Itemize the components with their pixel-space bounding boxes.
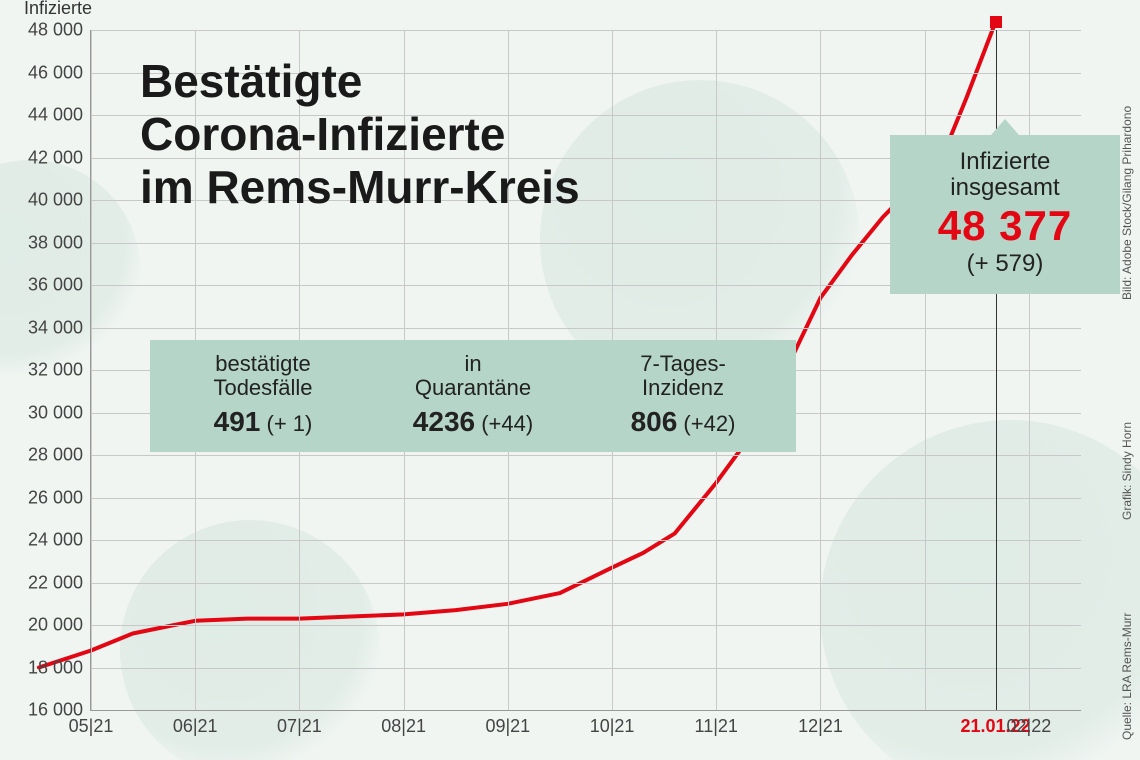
- stat-value-row: 4236 (+44): [378, 406, 568, 438]
- x-tick-label: 06|21: [173, 710, 218, 737]
- y-tick-label: 20 000: [28, 615, 91, 636]
- hgrid-line: [91, 30, 1081, 31]
- credit-source: Quelle: LRA Rems-Murr: [1119, 540, 1136, 740]
- x-tick-label: 11|21: [695, 710, 738, 737]
- stat-label: in Quarantäne: [378, 352, 568, 400]
- stat-value-row: 806 (+42): [588, 406, 778, 438]
- x-tick-label: 02|22: [1007, 710, 1052, 737]
- hgrid-line: [91, 328, 1081, 329]
- stat-delta: (+ 1): [260, 411, 312, 436]
- y-tick-label: 28 000: [28, 445, 91, 466]
- stat-label: bestätigte Todesfälle: [168, 352, 358, 400]
- y-tick-label: 22 000: [28, 572, 91, 593]
- hgrid-line: [91, 625, 1081, 626]
- hgrid-line: [91, 455, 1081, 456]
- y-tick-label: 38 000: [28, 232, 91, 253]
- x-tick-label: 07|21: [277, 710, 322, 737]
- y-tick-label: 24 000: [28, 530, 91, 551]
- hgrid-line: [91, 668, 1081, 669]
- stat-box-0: bestätigte Todesfälle 491 (+ 1): [150, 340, 376, 452]
- y-tick-label: 32 000: [28, 360, 91, 381]
- stat-value: 491: [214, 406, 261, 437]
- stat-box-1: in Quarantäne 4236 (+44): [360, 340, 586, 452]
- stat-delta: (+44): [475, 411, 533, 436]
- stat-box-2: 7-Tages- Inzidenz 806 (+42): [570, 340, 796, 452]
- vgrid-line: [925, 30, 926, 710]
- y-tick-label: 18 000: [28, 657, 91, 678]
- credit-grafik: Grafik: Sindy Horn: [1119, 320, 1136, 520]
- y-tick-label: 26 000: [28, 487, 91, 508]
- credit-bild: Bild: Adobe Stock/Gilang Prihardono: [1119, 30, 1136, 300]
- stat-value: 806: [631, 406, 678, 437]
- x-tick-label: 12|21: [798, 710, 843, 737]
- infographic-root: Infizierte 16 00018 00020 00022 00024 00…: [0, 0, 1140, 760]
- hgrid-line: [91, 583, 1081, 584]
- vgrid-line: [91, 30, 92, 710]
- y-axis-title: Infizierte: [24, 0, 92, 19]
- x-tick-label: 09|21: [485, 710, 530, 737]
- y-tick-label: 40 000: [28, 190, 91, 211]
- y-tick-label: 42 000: [28, 147, 91, 168]
- hgrid-line: [91, 540, 1081, 541]
- x-tick-label: 08|21: [381, 710, 426, 737]
- x-tick-label: 05|21: [69, 710, 114, 737]
- y-tick-label: 48 000: [28, 20, 91, 41]
- end-marker: [990, 16, 1002, 28]
- y-tick-label: 46 000: [28, 62, 91, 83]
- y-tick-label: 34 000: [28, 317, 91, 338]
- y-tick-label: 44 000: [28, 105, 91, 126]
- stat-value: 4236: [413, 406, 475, 437]
- total-value: 48 377: [910, 202, 1100, 250]
- total-label: Infizierte insgesamt: [910, 149, 1100, 202]
- stat-delta: (+42): [677, 411, 735, 436]
- total-box: Infizierte insgesamt 48 377 (+ 579): [890, 135, 1120, 294]
- stat-value-row: 491 (+ 1): [168, 406, 358, 438]
- stat-label: 7-Tages- Inzidenz: [588, 352, 778, 400]
- vgrid-line: [820, 30, 821, 710]
- y-tick-label: 36 000: [28, 275, 91, 296]
- total-delta: (+ 579): [910, 250, 1100, 278]
- headline: Bestätigte Corona-Infizierte im Rems-Mur…: [140, 55, 580, 214]
- y-tick-label: 30 000: [28, 402, 91, 423]
- x-tick-label: 10|21: [590, 710, 635, 737]
- vgrid-line: [1029, 30, 1030, 710]
- hgrid-line: [91, 498, 1081, 499]
